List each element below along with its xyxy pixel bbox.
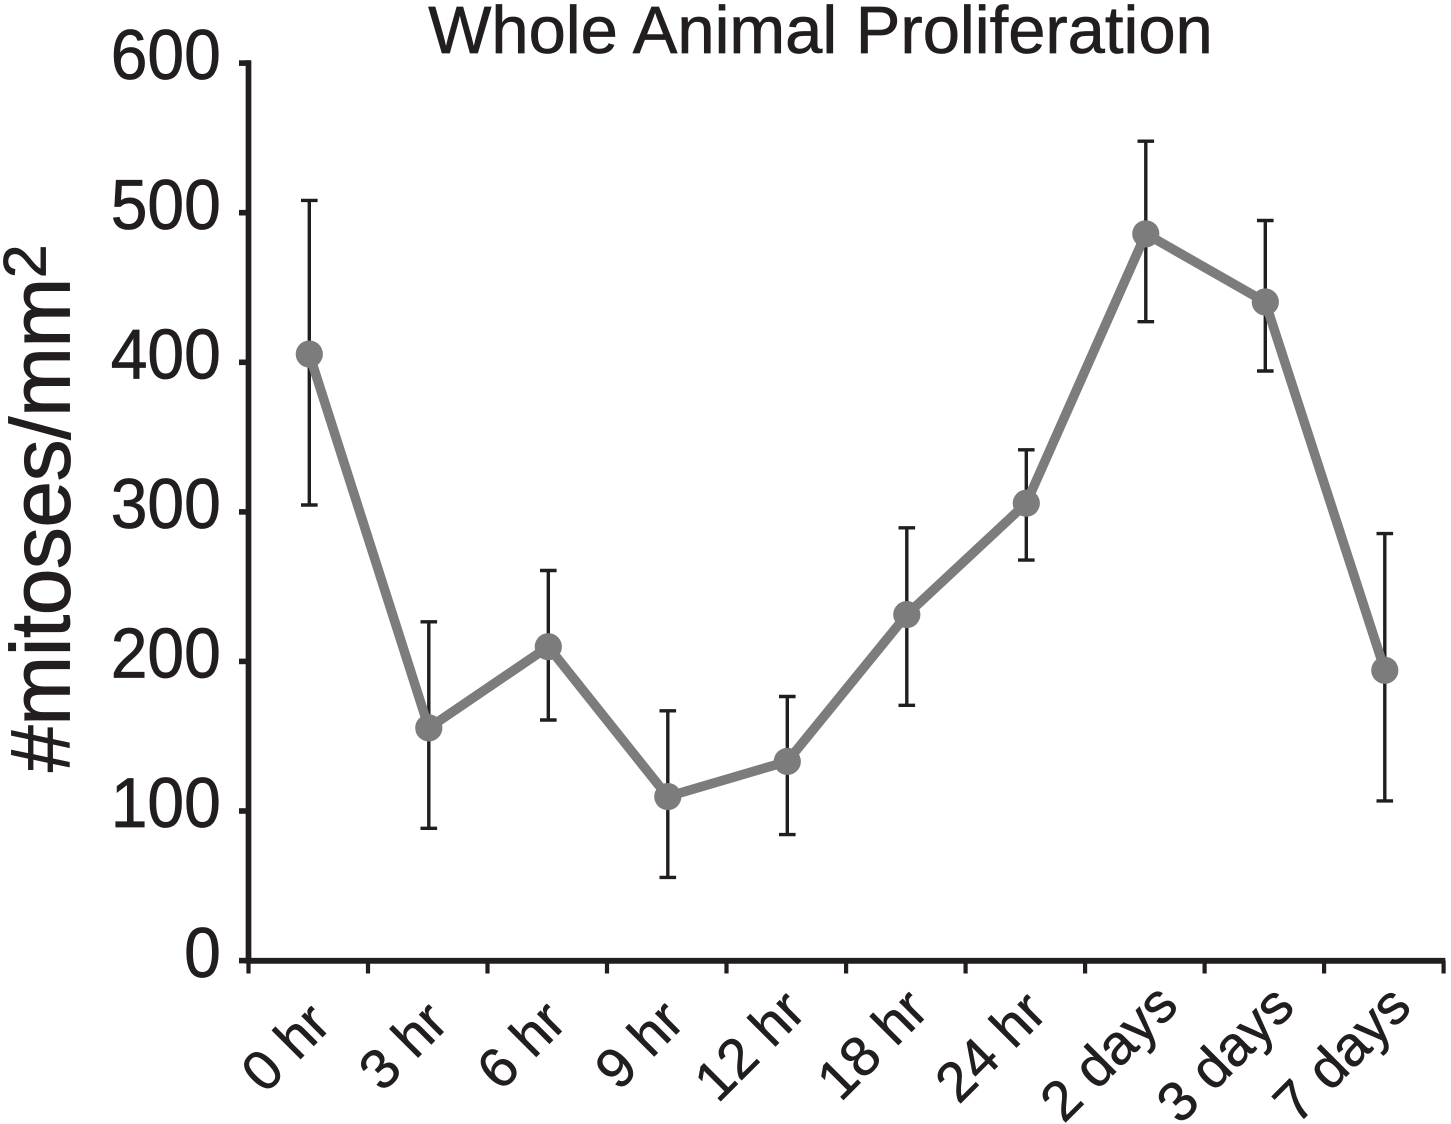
svg-text:100: 100 [111, 764, 221, 843]
svg-text:0: 0 [184, 914, 221, 993]
svg-text:500: 500 [111, 166, 221, 245]
svg-text:Whole Animal Proliferation: Whole Animal Proliferation [428, 0, 1212, 68]
svg-text:#mitoses/mm2: #mitoses/mm2 [0, 245, 88, 772]
svg-text:400: 400 [111, 315, 221, 394]
svg-text:200: 200 [111, 615, 221, 694]
svg-text:600: 600 [111, 16, 221, 95]
svg-text:300: 300 [111, 465, 221, 544]
